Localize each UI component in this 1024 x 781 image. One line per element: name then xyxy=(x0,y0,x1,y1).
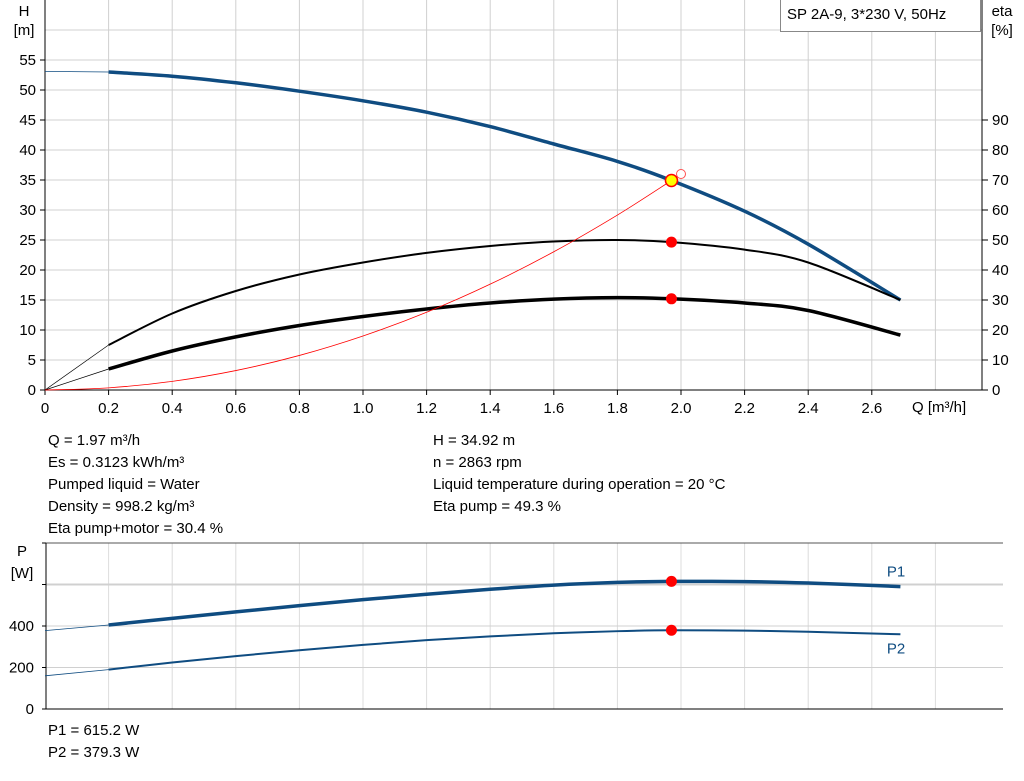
series-eta_pump_motor xyxy=(108,295,901,371)
x-tick-label: 0.4 xyxy=(162,400,183,417)
p-y-tick-label: 200 xyxy=(9,660,34,677)
x-tick-label: 0.8 xyxy=(289,400,310,417)
x-tick-label: 2.4 xyxy=(798,400,819,417)
y2-tick-label: 90 xyxy=(992,112,1009,129)
series-H xyxy=(108,70,902,302)
series-system_curve xyxy=(44,180,672,391)
y2-axis-label: eta xyxy=(992,3,1014,20)
y-tick-label: 5 xyxy=(28,352,36,369)
y2-tick-label: 30 xyxy=(992,292,1009,309)
p-y-tick-label: 0 xyxy=(26,701,34,718)
x-axis-label: Q [m³/h] xyxy=(912,399,966,416)
result-speed: n = 2863 rpm xyxy=(433,454,522,471)
y-tick-label: 30 xyxy=(19,202,36,219)
result-eta-pump-motor: Eta pump+motor = 30.4 % xyxy=(48,520,224,537)
y2-tick-label: 20 xyxy=(992,322,1009,339)
eta-pump-motor-marker xyxy=(665,293,677,305)
result-density: Density = 998.2 kg/m³ xyxy=(48,498,195,515)
x-tick-label: 0.2 xyxy=(98,400,119,417)
requested-point-marker xyxy=(676,169,686,179)
y-tick-label: 55 xyxy=(19,52,36,69)
result-p1: P1 = 615.2 W xyxy=(48,722,140,739)
y-tick-label: 15 xyxy=(19,292,36,309)
result-energy: Es = 0.3123 kWh/m³ xyxy=(48,454,185,471)
y-axis-label: H xyxy=(19,3,30,20)
y2-tick-label: 50 xyxy=(992,232,1009,249)
results-power: P1 = 615.2 W P2 = 379.3 W xyxy=(48,720,139,764)
x-tick-label: 1.2 xyxy=(416,400,437,417)
x-tick-label: 2.2 xyxy=(734,400,755,417)
x-tick-label: 2.6 xyxy=(861,400,882,417)
results-right: H = 34.92 m n = 2863 rpm Liquid temperat… xyxy=(433,430,725,518)
x-tick-label: 0.6 xyxy=(225,400,246,417)
series-H-extrapolation xyxy=(44,71,109,73)
x-tick-label: 2.0 xyxy=(671,400,692,417)
y-tick-label: 35 xyxy=(19,172,36,189)
p2-marker xyxy=(665,624,677,636)
p1-marker xyxy=(665,575,677,587)
series-label-P2: P2 xyxy=(887,640,905,657)
x-tick-label: 1.8 xyxy=(607,400,628,417)
eta-pump-marker xyxy=(665,236,677,248)
y2-tick-label: 10 xyxy=(992,352,1009,369)
result-flow: Q = 1.97 m³/h xyxy=(48,432,141,449)
y-tick-label: 40 xyxy=(19,142,36,159)
result-eta-pump: Eta pump = 49.3 % xyxy=(433,498,561,515)
series-eta_pump xyxy=(108,238,901,346)
y-tick-label: 20 xyxy=(19,262,36,279)
series-eta_pump-extrapolation xyxy=(44,344,109,391)
p-y-tick-label: 400 xyxy=(9,618,34,635)
result-p2: P2 = 379.3 W xyxy=(48,744,140,761)
y2-tick-label: 40 xyxy=(992,262,1009,279)
series-P2 xyxy=(108,629,901,671)
y2-axis-unit: [%] xyxy=(991,22,1013,39)
series-P2-extrapolation xyxy=(44,669,109,677)
series-label-P1: P1 xyxy=(887,564,905,581)
x-tick-label: 1.6 xyxy=(543,400,564,417)
duty-point-marker xyxy=(664,173,679,188)
result-liquid: Pumped liquid = Water xyxy=(48,476,200,493)
y2-tick-label: 70 xyxy=(992,172,1009,189)
p-axis-label: P xyxy=(17,543,27,560)
y2-tick-label: 80 xyxy=(992,142,1009,159)
y-tick-label: 10 xyxy=(19,322,36,339)
p-axis-unit: [W] xyxy=(11,565,34,582)
y-tick-label: 45 xyxy=(19,112,36,129)
y-tick-label: 25 xyxy=(19,232,36,249)
series-P1-extrapolation xyxy=(44,624,109,631)
pump-legend-box: SP 2A-9, 3*230 V, 50Hz xyxy=(780,0,981,32)
series-P1 xyxy=(108,579,901,627)
y-tick-label: 50 xyxy=(19,82,36,99)
x-tick-label: 1.0 xyxy=(353,400,374,417)
result-temperature: Liquid temperature during operation = 20… xyxy=(433,476,726,493)
result-head: H = 34.92 m xyxy=(433,432,516,449)
y-tick-label: 0 xyxy=(28,382,36,399)
y2-tick-label: 0 xyxy=(992,382,1000,399)
series-eta_pump_motor-extrapolation xyxy=(44,368,109,391)
x-tick-label: 0 xyxy=(41,400,49,417)
y-axis-unit: [m] xyxy=(14,22,35,39)
y2-tick-label: 60 xyxy=(992,202,1009,219)
x-tick-label: 1.4 xyxy=(480,400,501,417)
results-left: Q = 1.97 m³/h Es = 0.3123 kWh/m³ Pumped … xyxy=(48,430,223,540)
